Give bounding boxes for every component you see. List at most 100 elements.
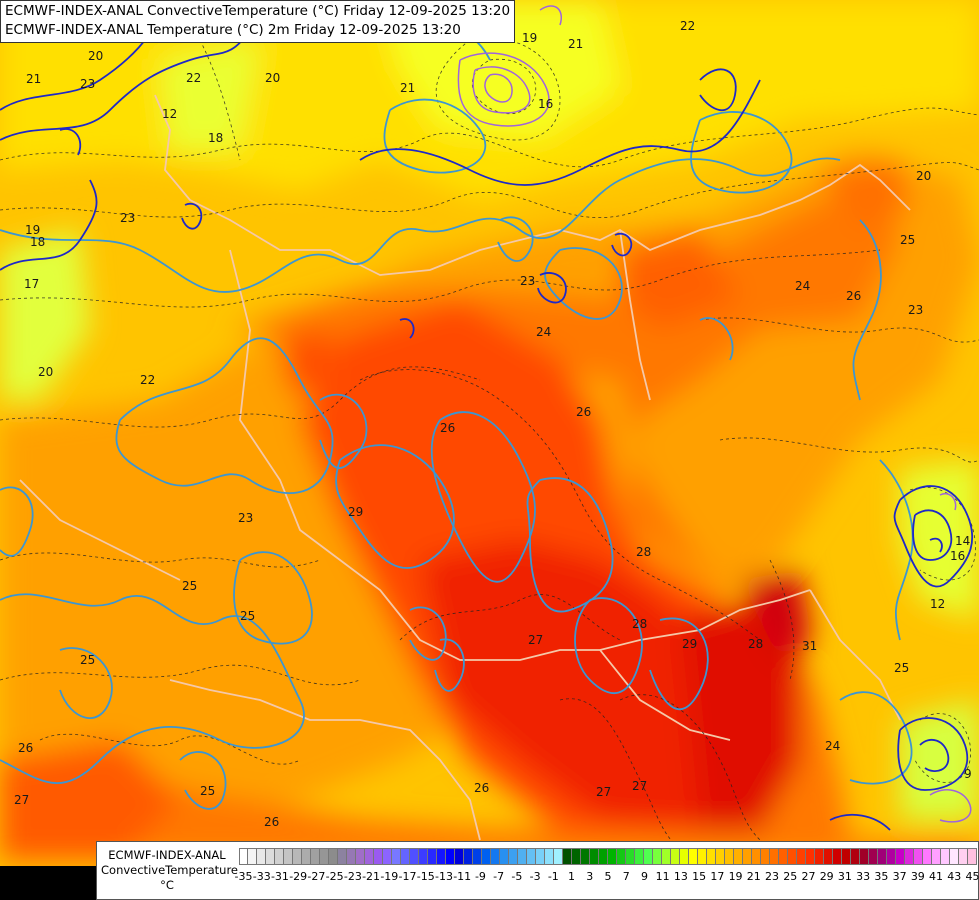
legend-tick-label: 15	[692, 870, 707, 883]
contour-labels: 21 23 20 19 16 22 20 21 18 23 22 20 23 24 25 26 24 23 25 26…	[14, 19, 972, 829]
contour-label: 25	[200, 784, 215, 798]
legend-tick-label: -25	[325, 870, 344, 883]
legend-tick-label: 45	[965, 870, 979, 883]
legend-swatch	[914, 848, 923, 865]
contour-label: 22	[186, 71, 201, 85]
contour-label: 23	[120, 211, 135, 225]
legend-tick-label: -33	[252, 870, 271, 883]
contour-label: 25	[894, 661, 909, 675]
legend-swatch	[500, 848, 509, 865]
legend-swatch	[239, 848, 248, 865]
contour-label: 23	[238, 511, 253, 525]
legend-swatch	[446, 848, 455, 865]
legend-tick-label: 23	[765, 870, 780, 883]
contour-label: 28	[632, 617, 647, 631]
contour-label: 22	[680, 19, 695, 33]
legend-swatch	[284, 848, 293, 865]
legend-tick-label: 41	[929, 870, 944, 883]
legend-tick-label: 35	[874, 870, 889, 883]
legend-swatch	[698, 848, 707, 865]
legend-swatch	[365, 848, 374, 865]
country-borders	[19, 94, 911, 841]
legend-swatch	[761, 848, 770, 865]
contour-label: 27	[596, 785, 611, 799]
contour-label: 29	[682, 637, 697, 651]
legend-swatch	[608, 848, 617, 865]
legend-swatch	[842, 848, 851, 865]
legend-swatch	[653, 848, 662, 865]
legend-tick-label: 21	[746, 870, 761, 883]
legend-swatch	[878, 848, 887, 865]
legend-tick-label: 9	[640, 870, 648, 883]
contour-label: 27	[528, 633, 543, 647]
temperature-isolines	[0, 37, 979, 851]
legend-swatch	[392, 848, 401, 865]
legend-swatch	[536, 848, 545, 865]
contour-label: 25	[80, 653, 95, 667]
legend-tick-label: 29	[819, 870, 834, 883]
legend-swatch	[662, 848, 671, 865]
legend-swatch	[599, 848, 608, 865]
legend-swatch	[554, 848, 563, 865]
contour-label: 27	[14, 793, 29, 807]
legend-swatch	[797, 848, 806, 865]
convective-contours	[0, 21, 914, 810]
legend-colorbar	[239, 848, 977, 865]
legend-tick-label: 39	[910, 870, 925, 883]
contour-label: 26	[264, 815, 279, 829]
legend-swatch	[248, 848, 257, 865]
legend-swatch	[824, 848, 833, 865]
legend-swatch	[635, 848, 644, 865]
legend-swatch	[293, 848, 302, 865]
legend-swatch	[896, 848, 905, 865]
legend-tick-label: 43	[947, 870, 962, 883]
contour-label: 24	[795, 279, 810, 293]
legend-tick-label: 5	[604, 870, 612, 883]
contour-label: 27	[632, 779, 647, 793]
legend-tick-label: 25	[783, 870, 798, 883]
legend-tick-label: 17	[710, 870, 725, 883]
legend-swatch	[851, 848, 860, 865]
legend-source: ECMWF-INDEX-ANAL	[108, 848, 226, 862]
contour-label: 22	[140, 373, 155, 387]
contour-label: 16	[538, 97, 553, 111]
legend-swatch	[302, 848, 311, 865]
contour-label: 28	[636, 545, 651, 559]
legend-swatch	[419, 848, 428, 865]
legend-swatch	[743, 848, 752, 865]
legend-swatch	[455, 848, 464, 865]
legend-swatch	[401, 848, 410, 865]
contour-label: 26	[474, 781, 489, 795]
legend-tick-label: 13	[673, 870, 688, 883]
contour-label: 26	[440, 421, 455, 435]
legend-tick-label: 37	[892, 870, 907, 883]
legend-swatch	[491, 848, 500, 865]
contour-label: 12	[162, 107, 177, 121]
contour-label: 20	[916, 169, 931, 183]
contour-label: 23	[80, 77, 95, 91]
legend-swatch	[572, 848, 581, 865]
legend-swatch	[320, 848, 329, 865]
contour-label: 23	[908, 303, 923, 317]
legend-variable: ConvectiveTemperature	[101, 863, 238, 877]
contour-label: 25	[182, 579, 197, 593]
map-header: ECMWF-INDEX-ANAL ConvectiveTemperature (…	[0, 0, 516, 43]
contour-label: 31	[802, 639, 817, 653]
contour-label: 14	[955, 534, 970, 548]
contour-label: 16	[950, 549, 965, 563]
legend-tick-label: -1	[547, 870, 559, 883]
temperature-field	[0, 0, 979, 860]
contour-label: 26	[576, 405, 591, 419]
legend-tick-label: -23	[343, 870, 362, 883]
legend-swatch	[689, 848, 698, 865]
legend-swatch	[680, 848, 689, 865]
contour-label: 29	[348, 505, 363, 519]
legend-tick-label: 33	[856, 870, 871, 883]
contour-label: 25	[240, 609, 255, 623]
corner-fill	[0, 866, 96, 900]
contour-label: 21	[400, 81, 415, 95]
contour-label: 26	[18, 741, 33, 755]
header-line-temperature: ECMWF-INDEX-ANAL Temperature (°C) 2m Fri…	[5, 22, 461, 38]
legend-swatch	[959, 848, 968, 865]
